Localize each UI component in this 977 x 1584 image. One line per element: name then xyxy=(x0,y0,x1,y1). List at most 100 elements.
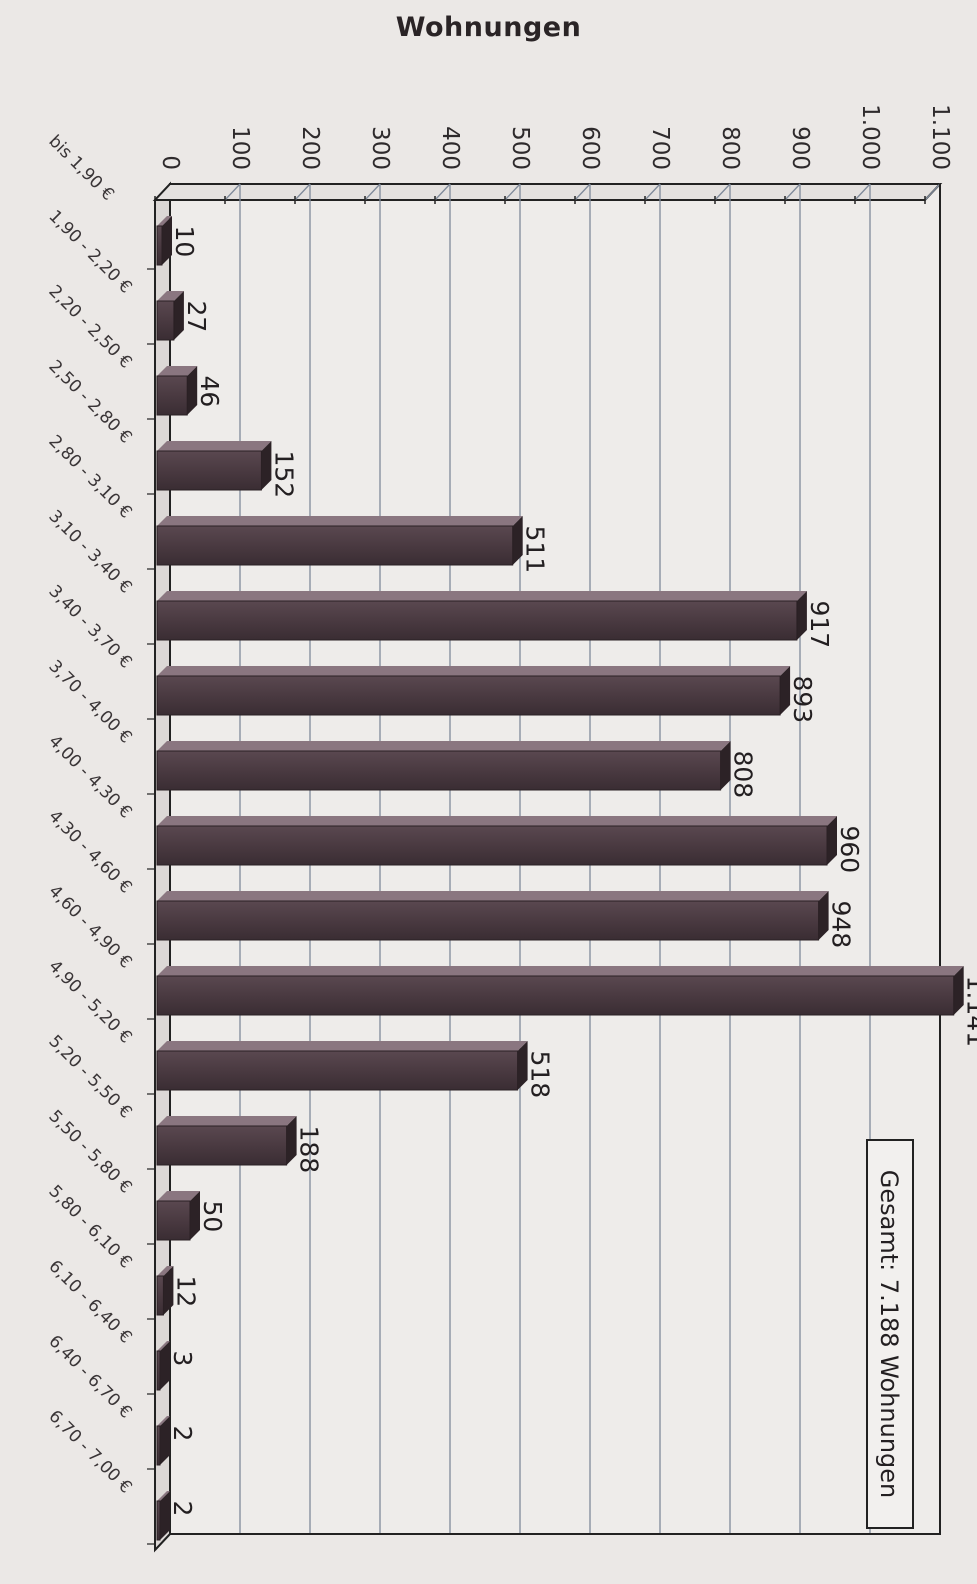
bar-top-face xyxy=(157,1341,170,1351)
value-label: 2 xyxy=(168,1426,197,1442)
bar-top-face xyxy=(157,1191,200,1201)
y-tick-label: 1.100 xyxy=(927,104,953,170)
bar-end-face xyxy=(160,1416,170,1465)
category-label: bis 1,90 € xyxy=(44,131,117,204)
bar xyxy=(156,525,514,566)
bar-top-face xyxy=(157,1491,170,1501)
bar-end-face xyxy=(517,1041,528,1090)
gridline-depth xyxy=(434,183,451,201)
y-tick-label: 400 xyxy=(437,126,463,170)
value-label: 27 xyxy=(182,301,211,333)
value-label: 12 xyxy=(171,1276,200,1308)
gridline-depth xyxy=(364,183,381,201)
bar-top-face xyxy=(157,741,731,751)
y-tick-label: 1.000 xyxy=(857,104,883,170)
y-tick-label: 100 xyxy=(227,126,253,170)
bar xyxy=(156,600,798,641)
gridline-depth xyxy=(924,183,941,201)
bar-end-face xyxy=(512,516,523,565)
y-tick-label: 700 xyxy=(647,126,673,170)
bar-end-face xyxy=(160,1491,170,1540)
value-label: 50 xyxy=(198,1201,227,1233)
bar xyxy=(156,300,175,341)
bar-top-face xyxy=(157,816,837,826)
gridline-depth xyxy=(504,183,521,201)
bar-top-face xyxy=(157,1116,297,1126)
bar xyxy=(156,975,955,1016)
bar-end-face xyxy=(163,1266,174,1315)
bar-end-face xyxy=(286,1116,297,1165)
value-label: 893 xyxy=(788,676,817,724)
gridline-depth xyxy=(574,183,591,201)
bar-top-face xyxy=(157,591,807,601)
y-tick-label: 0 xyxy=(157,155,183,170)
value-label: 2 xyxy=(168,1501,197,1517)
gridline-depth xyxy=(854,183,871,201)
y-tick-label: 200 xyxy=(297,126,323,170)
bar xyxy=(156,1050,519,1091)
y-tick-label: 800 xyxy=(717,126,743,170)
bar-top-face xyxy=(157,666,791,676)
bar xyxy=(156,750,722,791)
bar-top-face xyxy=(157,1416,170,1426)
bar xyxy=(156,1425,161,1466)
gridline-depth xyxy=(224,183,241,201)
bar xyxy=(156,225,163,266)
value-label: 960 xyxy=(835,826,864,874)
value-label: 518 xyxy=(526,1051,555,1099)
bar xyxy=(156,375,188,416)
bar xyxy=(156,1350,161,1391)
bar-end-face xyxy=(953,966,964,1015)
bar-end-face xyxy=(261,441,272,490)
value-label: 808 xyxy=(729,751,758,799)
value-label: 188 xyxy=(295,1126,324,1174)
value-label: 948 xyxy=(827,901,856,949)
bar-end-face xyxy=(827,816,837,865)
y-tick-label: 500 xyxy=(507,126,533,170)
bar xyxy=(156,900,820,941)
gridline-depth xyxy=(644,183,661,201)
bar-top-face xyxy=(157,291,184,301)
value-label: 1.141 xyxy=(962,976,977,1048)
value-label: 10 xyxy=(170,226,199,258)
value-label: 511 xyxy=(521,526,550,574)
bar-top-face xyxy=(157,891,829,901)
value-label: 3 xyxy=(168,1351,197,1367)
bar-top-face xyxy=(157,966,964,976)
bar-end-face xyxy=(818,891,829,940)
bar xyxy=(156,825,828,866)
bar xyxy=(156,450,262,491)
y-tick-label: 300 xyxy=(367,126,393,170)
total-annotation: Gesamt: 7.188 Wohnungen xyxy=(875,1170,903,1498)
bar-end-face xyxy=(162,216,172,265)
value-label: 152 xyxy=(269,451,298,499)
bar-end-face xyxy=(173,291,184,340)
chart-title: Wohnungen xyxy=(395,12,582,43)
bar-top-face xyxy=(157,1266,174,1276)
bar-end-face xyxy=(160,1341,170,1390)
total-box xyxy=(866,1139,914,1529)
bar xyxy=(156,1125,288,1166)
bottom-depth-edge xyxy=(154,1533,171,1551)
bar xyxy=(156,1500,161,1541)
bar-end-face xyxy=(190,1191,200,1240)
y-tick-label: 900 xyxy=(787,126,813,170)
bar-top-face xyxy=(157,1041,528,1051)
bar-end-face xyxy=(187,366,198,415)
gridline-depth xyxy=(714,183,731,201)
top-wall xyxy=(152,183,943,201)
y-tick-label: 600 xyxy=(577,126,603,170)
gridline-depth xyxy=(784,183,801,201)
bar-end-face xyxy=(720,741,731,790)
bar-top-face xyxy=(157,216,172,226)
bar-top-face xyxy=(157,516,523,526)
bar xyxy=(156,1275,164,1316)
bar-end-face xyxy=(796,591,807,640)
bar xyxy=(156,1200,191,1241)
value-label: 917 xyxy=(805,601,834,649)
bar-top-face xyxy=(157,366,198,376)
bar-top-face xyxy=(157,441,272,451)
bar-end-face xyxy=(780,666,791,715)
